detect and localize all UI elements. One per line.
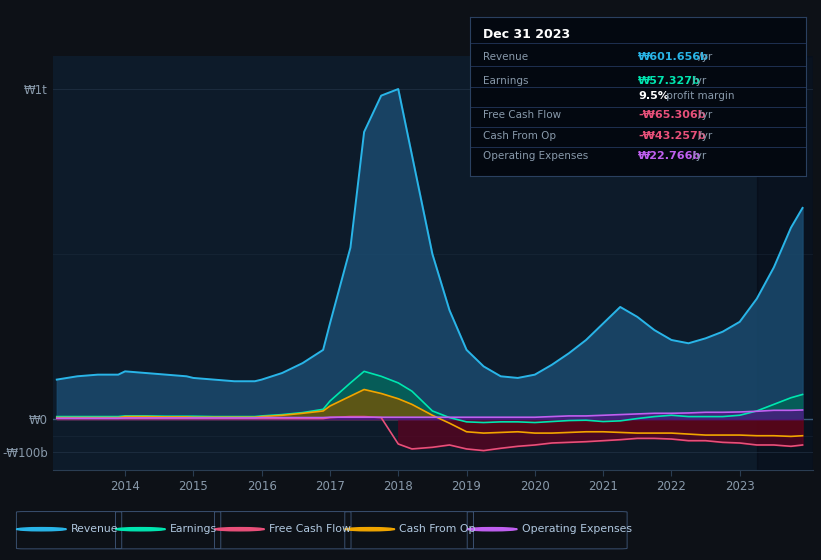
Text: -₩65.306b: -₩65.306b — [638, 110, 705, 120]
Text: Free Cash Flow: Free Cash Flow — [483, 110, 562, 120]
Text: /yr: /yr — [695, 53, 713, 63]
Text: Cash From Op: Cash From Op — [399, 524, 476, 534]
Text: ₩601.656b: ₩601.656b — [638, 53, 709, 63]
Text: Free Cash Flow: Free Cash Flow — [269, 524, 351, 534]
Circle shape — [214, 528, 264, 531]
Text: ₩57.327b: ₩57.327b — [638, 76, 701, 86]
Circle shape — [116, 528, 165, 531]
Circle shape — [16, 528, 67, 531]
Text: ₩22.766b: ₩22.766b — [638, 151, 701, 161]
Text: Earnings: Earnings — [170, 524, 218, 534]
Text: Operating Expenses: Operating Expenses — [522, 524, 632, 534]
Circle shape — [345, 528, 395, 531]
Circle shape — [467, 528, 517, 531]
Text: /yr: /yr — [695, 110, 713, 120]
Text: Cash From Op: Cash From Op — [483, 130, 556, 141]
Text: Operating Expenses: Operating Expenses — [483, 151, 589, 161]
Text: /yr: /yr — [695, 130, 713, 141]
Text: profit margin: profit margin — [663, 91, 735, 101]
Bar — [757, 56, 813, 470]
Text: -₩43.257b: -₩43.257b — [638, 130, 705, 141]
Text: Earnings: Earnings — [483, 76, 529, 86]
Text: Dec 31 2023: Dec 31 2023 — [483, 28, 571, 41]
Text: /yr: /yr — [689, 76, 706, 86]
Text: Revenue: Revenue — [71, 524, 118, 534]
Text: Revenue: Revenue — [483, 53, 528, 63]
Text: /yr: /yr — [689, 151, 706, 161]
Text: 9.5%: 9.5% — [638, 91, 669, 101]
